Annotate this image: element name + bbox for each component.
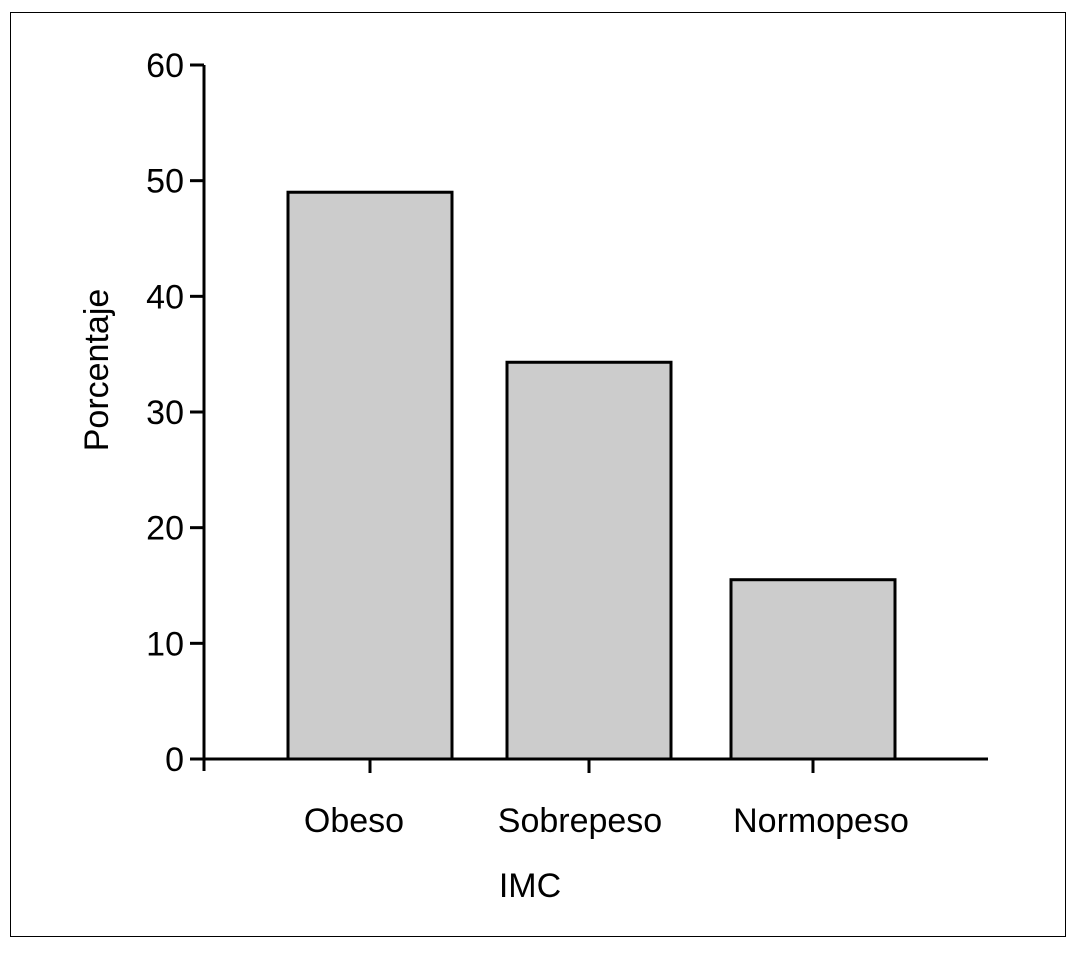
y-tick-label: 60 [146, 47, 184, 85]
y-axis-title: Porcentaje [78, 289, 116, 452]
y-tick-label: 10 [146, 625, 184, 663]
bar-normopeso [729, 578, 897, 761]
x-tick-label: Normopeso [733, 802, 909, 840]
y-tick-label: 20 [146, 510, 184, 548]
x-axis-title: IMC [499, 867, 561, 905]
y-tick-label: 0 [165, 741, 184, 779]
y-tick-label: 50 [146, 163, 184, 201]
x-tick-label: Sobrepeso [498, 802, 662, 840]
bars [286, 190, 897, 761]
y-tick-label: 40 [146, 278, 184, 316]
y-axis: 0 10 20 30 40 50 60 [146, 47, 206, 779]
x-tick-label: Obeso [304, 802, 404, 840]
y-tick-label: 30 [146, 394, 184, 432]
bar-obeso [286, 190, 454, 761]
x-axis: Obeso Sobrepeso Normopeso [204, 757, 988, 840]
bar-sobrepeso [505, 360, 673, 761]
